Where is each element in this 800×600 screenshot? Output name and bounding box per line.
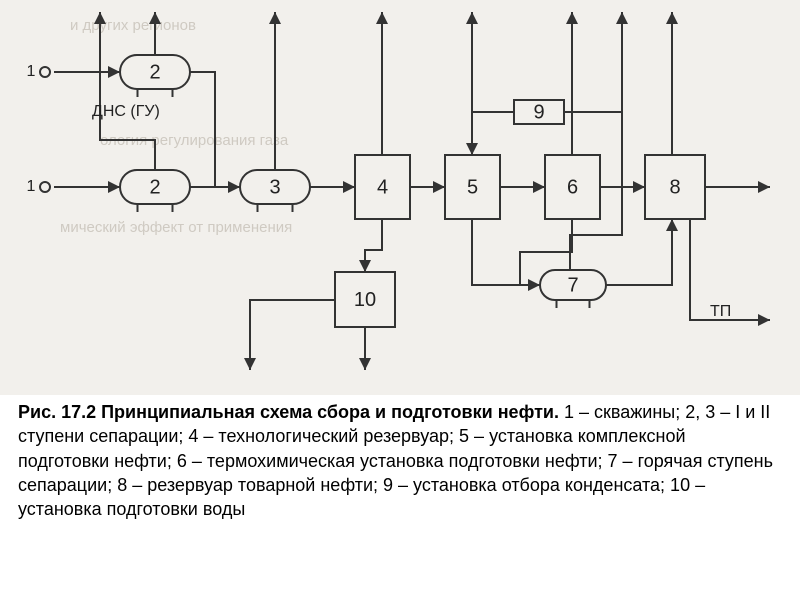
- figure-caption: Рис. 17.2 Принципиальная схема сбора и п…: [18, 400, 778, 521]
- process-flow-diagram: и других регионов ология регулирования г…: [0, 0, 800, 395]
- svg-text:3: 3: [269, 176, 280, 198]
- caption-title: Рис. 17.2 Принципиальная схема сбора и п…: [18, 402, 559, 422]
- svg-text:1: 1: [27, 178, 36, 195]
- svg-text:ДНС (ГУ): ДНС (ГУ): [92, 103, 160, 120]
- svg-text:10: 10: [354, 289, 376, 311]
- ghost-text: и других регионов: [70, 17, 196, 34]
- svg-text:5: 5: [467, 176, 478, 198]
- ghost-text: мический эффект от применения: [60, 219, 292, 236]
- svg-text:4: 4: [377, 176, 388, 198]
- svg-text:2: 2: [149, 61, 160, 83]
- svg-text:9: 9: [533, 101, 544, 123]
- diagram-svg: и других регионов ология регулирования г…: [0, 0, 800, 395]
- svg-text:2: 2: [149, 176, 160, 198]
- svg-text:ТП: ТП: [710, 303, 731, 320]
- svg-text:1: 1: [27, 63, 36, 80]
- svg-text:7: 7: [567, 274, 578, 296]
- svg-text:8: 8: [669, 176, 680, 198]
- svg-text:6: 6: [567, 176, 578, 198]
- page-root: и других регионов ология регулирования г…: [0, 0, 800, 600]
